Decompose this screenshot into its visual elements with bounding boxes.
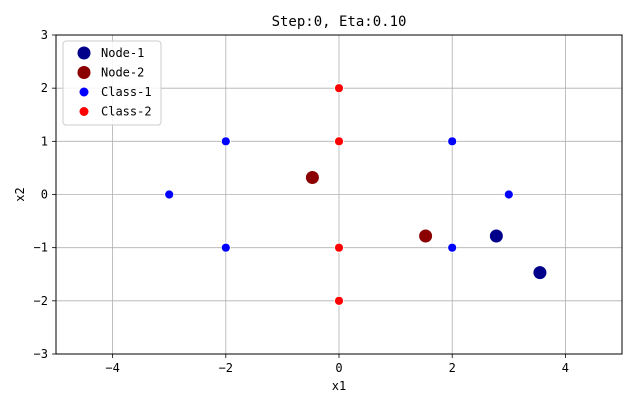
legend-label-class-1: Class-1	[101, 85, 152, 99]
x-tick-label: 0	[335, 361, 342, 375]
node-1-point	[489, 229, 503, 243]
y-tick-label: 1	[41, 134, 48, 148]
legend: Node-1 Node-2 Class-1 Class-2	[62, 40, 162, 126]
data-points	[164, 83, 547, 306]
legend-marker-node-1	[77, 46, 91, 60]
class-1-point	[164, 189, 175, 200]
axis-ticks: −4 −2 0 2 4 −3 −2 −1 0 1 2 3	[34, 28, 569, 375]
y-tick-label: −3	[34, 347, 48, 361]
y-tick-label: −1	[34, 241, 48, 255]
x-tick-label: 4	[562, 361, 569, 375]
legend-box	[62, 40, 162, 126]
legend-marker-node-2	[77, 66, 91, 79]
class-1-point	[220, 242, 231, 253]
y-tick-label: 2	[41, 81, 48, 95]
y-tick-label: −2	[34, 294, 48, 308]
node-2-point	[305, 170, 319, 184]
legend-label-node-1: Node-1	[101, 46, 144, 60]
legend-label-class-2: Class-2	[101, 105, 152, 119]
class-1-point	[447, 136, 458, 147]
legend-label-node-2: Node-2	[101, 66, 144, 80]
class-1-point	[503, 189, 514, 200]
node-1-point	[533, 266, 547, 280]
chart-title: Step:0, Eta:0.10	[272, 14, 407, 30]
x-axis-label: x1	[332, 379, 346, 393]
class-2-point	[334, 136, 344, 147]
legend-marker-class-2	[79, 107, 89, 116]
x-tick-label: −4	[105, 361, 119, 375]
plot-frame	[55, 34, 623, 355]
class-2-point	[334, 295, 344, 306]
y-tick-label: 0	[41, 188, 48, 202]
class-1-point	[220, 136, 231, 147]
x-tick-label: 2	[449, 361, 456, 375]
y-tick-label: 3	[41, 28, 48, 42]
x-tick-label: −2	[219, 361, 233, 375]
node-2-point	[419, 229, 433, 243]
class-2-point	[334, 83, 344, 94]
class-2-point	[334, 242, 344, 253]
class-1-point	[447, 242, 458, 253]
legend-marker-class-1	[79, 87, 89, 97]
y-axis-label: x2	[13, 187, 27, 201]
